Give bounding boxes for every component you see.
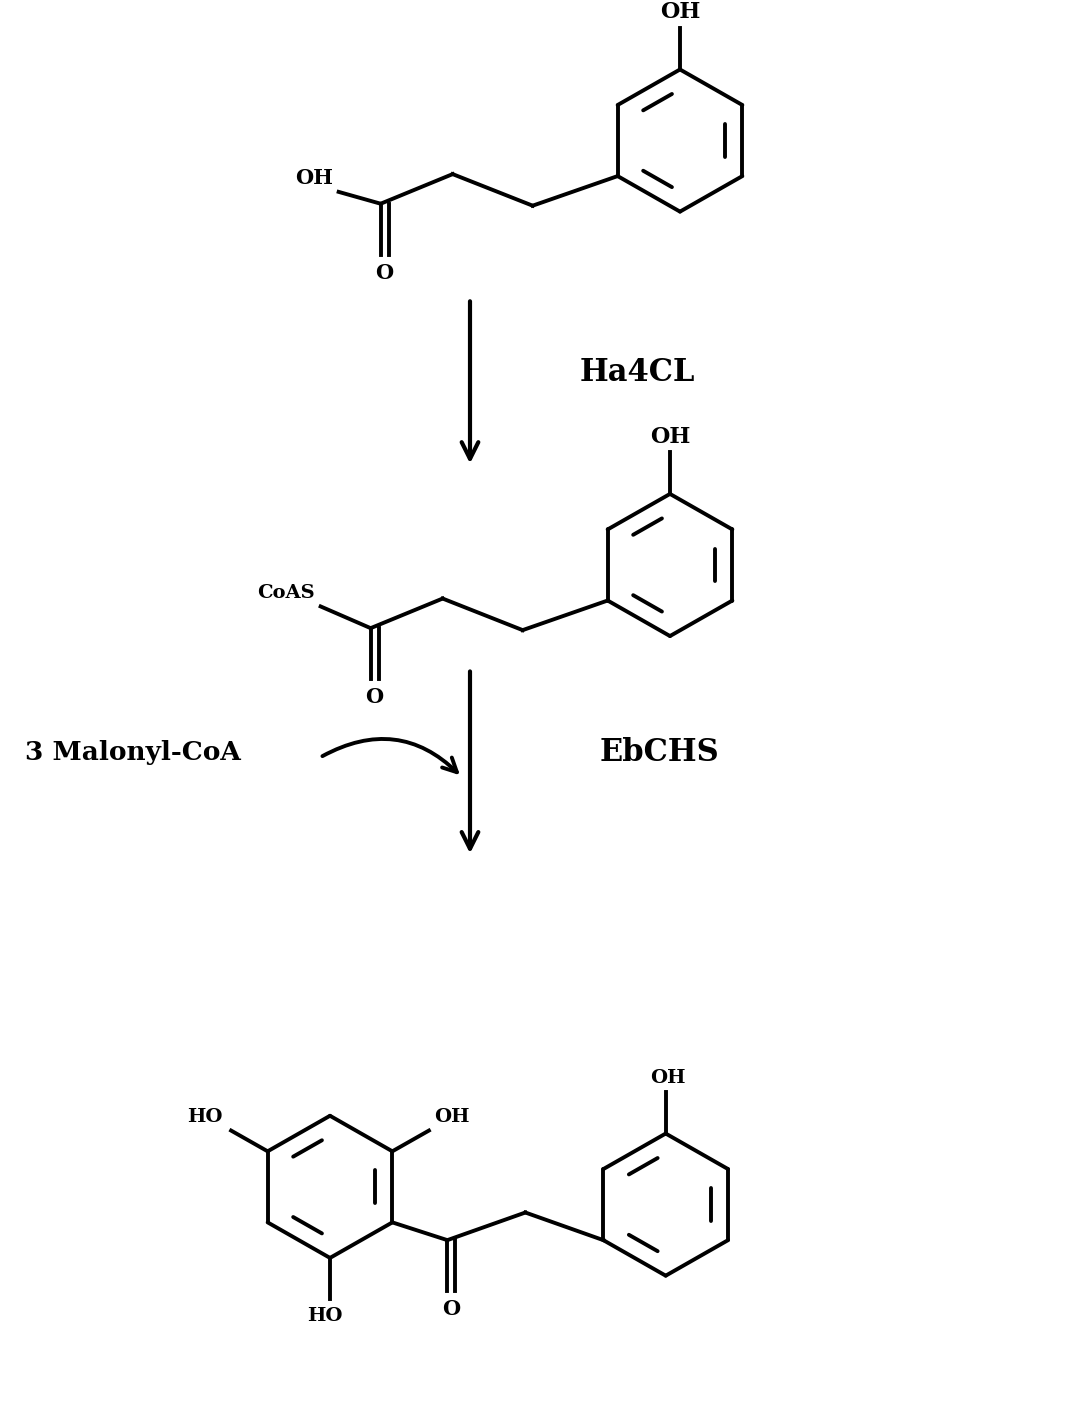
Text: O: O [442,1299,460,1320]
Text: O: O [376,263,394,284]
FancyArrowPatch shape [322,739,457,772]
Text: OH: OH [660,1,700,22]
Text: O: O [366,688,384,708]
Text: CoAS: CoAS [257,584,315,602]
Text: OH: OH [294,168,333,188]
Text: HO: HO [307,1307,342,1325]
Text: EbCHS: EbCHS [600,737,720,768]
Text: HO: HO [187,1108,224,1126]
Text: Ha4CL: Ha4CL [580,357,696,388]
Text: OH: OH [649,1070,686,1087]
Text: 3 Malonyl-CoA: 3 Malonyl-CoA [25,740,241,765]
Text: OH: OH [649,425,690,448]
Text: OH: OH [434,1108,470,1126]
